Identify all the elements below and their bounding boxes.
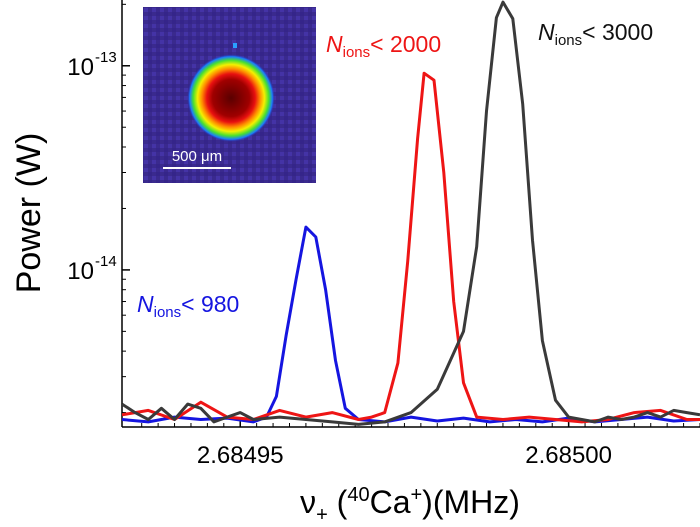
- x-label-open: (: [328, 484, 348, 520]
- x-label-charge: +: [410, 484, 422, 506]
- x-label-nu: ν: [300, 484, 316, 520]
- plot-frame: [121, 0, 700, 428]
- annotation-n3000-text: < 3000: [582, 19, 653, 45]
- x-label-mass: 40: [347, 484, 369, 506]
- x-label-unit: )(MHz): [422, 484, 520, 520]
- annotation-n3000: Nions< 3000: [538, 19, 653, 49]
- x-tick-label: 2.68500: [525, 442, 612, 469]
- annotation-n2000-sub: ions: [343, 44, 371, 61]
- series-group: [122, 0, 700, 426]
- series-line-n3000: [122, 0, 700, 426]
- inset-speck: [233, 43, 237, 48]
- annotation-n3000-sub: ions: [555, 32, 583, 49]
- annotation-n3000-symbol: N: [538, 19, 555, 45]
- annotation-n980-symbol: N: [137, 291, 154, 317]
- series-line-n980: [122, 225, 700, 424]
- y-axis-label: Power (W): [10, 133, 48, 294]
- x-label-element: Ca: [370, 484, 411, 520]
- annotation-n2000-text: < 2000: [370, 31, 441, 57]
- annotation-n2000: Nions< 2000: [326, 31, 441, 61]
- y-tick-label: 10: [67, 258, 94, 285]
- y-tick-label: 10: [67, 54, 94, 81]
- y-tick-exponent: -13: [95, 49, 117, 66]
- x-label-plus: +: [316, 504, 328, 526]
- annotation-n2000-symbol: N: [326, 31, 343, 57]
- inset-ion-image: 500 μm: [143, 7, 316, 183]
- scale-bar-label: 500 μm: [172, 148, 222, 165]
- x-tick-label: 2.68495: [197, 442, 284, 469]
- x-axis-label: ν+ (40Ca+)(MHz): [300, 484, 520, 526]
- annotation-n980-text: < 980: [181, 291, 239, 317]
- annotation-n980-sub: ions: [154, 304, 182, 321]
- annotation-n980: Nions< 980: [137, 291, 239, 321]
- ion-cloud: [187, 54, 275, 142]
- axis-ticks: [122, 3, 700, 427]
- y-tick-exponent: -14: [95, 253, 117, 270]
